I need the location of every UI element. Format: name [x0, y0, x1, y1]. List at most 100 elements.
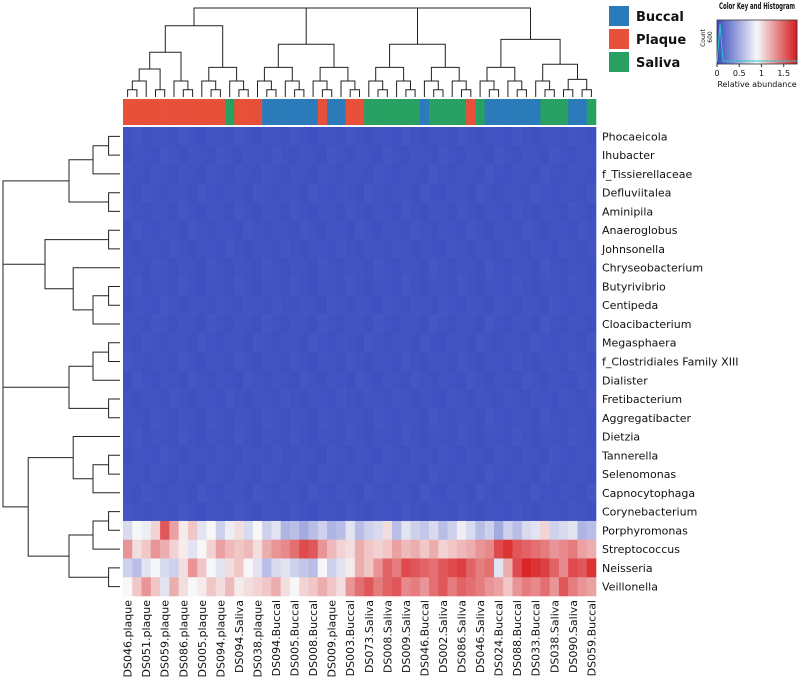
- heatmap-cell: [215, 520, 226, 541]
- heatmap-cell: [345, 558, 356, 578]
- heatmap-cell: [373, 352, 383, 372]
- heatmap-cell: [586, 464, 597, 484]
- heatmap-cell: [429, 239, 439, 259]
- heatmap-cell: [484, 220, 495, 240]
- heatmap-cell: [419, 258, 430, 278]
- heatmap-cell: [206, 295, 217, 315]
- heatmap-cell: [271, 164, 281, 184]
- heatmap-cell: [540, 127, 550, 147]
- column-label: DS009.Saliva: [400, 600, 413, 673]
- heatmap-cell: [345, 277, 356, 297]
- heatmap-cell: [410, 164, 421, 184]
- heatmap-cell: [401, 483, 411, 503]
- group-bar-cell: [169, 99, 179, 125]
- heatmap-cell: [225, 352, 235, 372]
- heatmap-cell: [150, 183, 161, 203]
- heatmap-cell: [429, 445, 439, 465]
- heatmap-cell: [438, 539, 448, 559]
- heatmap-cell: [493, 389, 504, 409]
- heatmap-cell: [373, 220, 383, 240]
- dendrogram-branch: [44, 239, 109, 290]
- row-dendrogram: [2, 135, 120, 588]
- heatmap-cell: [391, 183, 402, 203]
- heatmap-cell: [206, 427, 217, 447]
- heatmap-cell: [354, 164, 365, 184]
- heatmap-cell: [327, 539, 337, 559]
- heatmap-cell: [447, 295, 458, 315]
- heatmap-cell: [206, 464, 217, 484]
- heatmap-cell: [160, 333, 170, 353]
- heatmap-cell: [299, 539, 309, 559]
- heatmap-cell: [373, 127, 383, 147]
- heatmap-cell: [410, 127, 421, 147]
- heatmap-cell: [187, 220, 198, 240]
- heatmap-cell: [262, 295, 272, 315]
- dendrogram-branch: [131, 80, 147, 97]
- heatmap-cell: [549, 445, 560, 465]
- heatmap-cell: [382, 408, 393, 428]
- heatmap-cell: [150, 408, 161, 428]
- heatmap-cell: [169, 427, 179, 447]
- heatmap-cell: [354, 502, 365, 522]
- heatmap-cell: [521, 427, 532, 447]
- heatmap-cell: [549, 483, 560, 503]
- heatmap-cell: [531, 258, 541, 278]
- heatmap-cell: [252, 314, 263, 334]
- heatmap-cell: [141, 558, 152, 578]
- color-key-segment: [753, 20, 756, 64]
- heatmap-cell: [160, 389, 170, 409]
- heatmap-cell: [234, 445, 244, 465]
- heatmap-cell: [345, 314, 356, 334]
- heatmap-cell: [243, 220, 254, 240]
- heatmap-cell: [197, 314, 207, 334]
- heatmap-cell: [401, 258, 411, 278]
- heatmap-cell: [289, 127, 300, 147]
- group-bar-cell: [206, 99, 217, 125]
- heatmap-cell: [410, 389, 421, 409]
- heatmap-cell: [466, 258, 476, 278]
- heatmap-cell: [447, 239, 458, 259]
- color-key-segment: [759, 20, 762, 64]
- heatmap-cell: [586, 352, 597, 372]
- heatmap-cell: [466, 183, 476, 203]
- column-label: DS086.plaque: [177, 600, 190, 678]
- heatmap-cell: [401, 539, 411, 559]
- heatmap-cell: [160, 483, 170, 503]
- heatmap-cell: [345, 333, 356, 353]
- heatmap-cell: [280, 539, 291, 559]
- heatmap-cell: [178, 577, 189, 597]
- heatmap-cell: [197, 445, 207, 465]
- heatmap-cell: [354, 314, 365, 334]
- heatmap-cell: [447, 202, 458, 222]
- heatmap-cell: [447, 333, 458, 353]
- color-key-segment: [755, 20, 758, 64]
- heatmap-cell: [364, 164, 374, 184]
- heatmap-cell: [447, 520, 458, 541]
- color-key-segment: [763, 20, 766, 64]
- heatmap-cell: [586, 183, 597, 203]
- heatmap-cell: [234, 577, 244, 597]
- heatmap-cell: [317, 127, 328, 147]
- heatmap-cell: [252, 558, 263, 578]
- row-label: Cloacibacterium: [602, 318, 691, 331]
- heatmap-cell: [150, 164, 161, 184]
- heatmap-cell: [234, 352, 244, 372]
- heatmap-cell: [429, 277, 439, 297]
- heatmap-cell: [178, 277, 189, 297]
- color-key-segment: [795, 20, 798, 64]
- heatmap-cell: [262, 427, 272, 447]
- heatmap-cell: [364, 220, 374, 240]
- heatmap-cell: [484, 539, 495, 559]
- heatmap-cell: [280, 145, 291, 165]
- heatmap-cell: [280, 277, 291, 297]
- heatmap-cell: [132, 277, 142, 297]
- heatmap-cell: [225, 277, 235, 297]
- color-key-segment: [743, 20, 746, 64]
- heatmap-cell: [456, 295, 467, 315]
- heatmap-cell: [391, 277, 402, 297]
- heatmap-cell: [410, 427, 421, 447]
- group-bar-cell: [345, 99, 356, 125]
- heatmap-cell: [317, 389, 328, 409]
- heatmap-cell: [540, 258, 550, 278]
- heatmap-cell: [512, 464, 523, 484]
